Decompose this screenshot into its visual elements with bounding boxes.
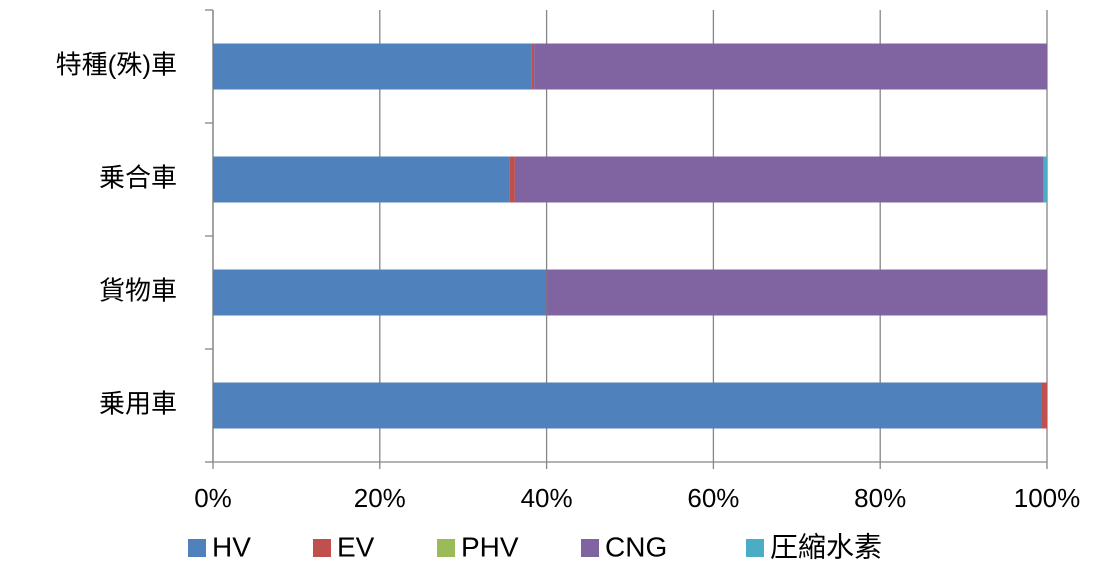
legend-swatch (581, 539, 599, 557)
legend-label: EV (337, 531, 375, 562)
bar-segment (213, 156, 510, 203)
legend-swatch (437, 539, 455, 557)
y-tick-label: 乗合車 (99, 162, 177, 192)
legend-label: CNG (605, 531, 667, 562)
bar-segment (514, 156, 1044, 203)
bar-segment (213, 382, 1042, 429)
legend-swatch (313, 539, 331, 557)
x-tick-label: 40% (521, 483, 573, 513)
legend-label: 圧縮水素 (770, 531, 882, 562)
legend-swatch (188, 539, 206, 557)
legend-swatch (746, 539, 764, 557)
x-tick-label: 0% (194, 483, 232, 513)
bar-segment (1043, 156, 1047, 203)
bar-segment (534, 43, 1047, 90)
y-tick-label: 特種(殊)車 (56, 49, 177, 79)
bar-segment (547, 269, 1047, 316)
bar-segment (531, 43, 535, 90)
bar-segment (213, 43, 532, 90)
bar-segment (509, 156, 515, 203)
x-tick-label: 100% (1014, 483, 1081, 513)
bar-segment (213, 269, 547, 316)
x-tick-label: 60% (687, 483, 739, 513)
y-tick-label: 乗用車 (99, 388, 177, 418)
y-tick-label: 貨物車 (99, 275, 177, 305)
bar-segment (546, 269, 548, 316)
x-tick-label: 20% (354, 483, 406, 513)
bar-segment (1041, 382, 1047, 429)
legend-label: HV (212, 531, 251, 562)
legend-label: PHV (461, 531, 519, 562)
x-tick-label: 80% (854, 483, 906, 513)
